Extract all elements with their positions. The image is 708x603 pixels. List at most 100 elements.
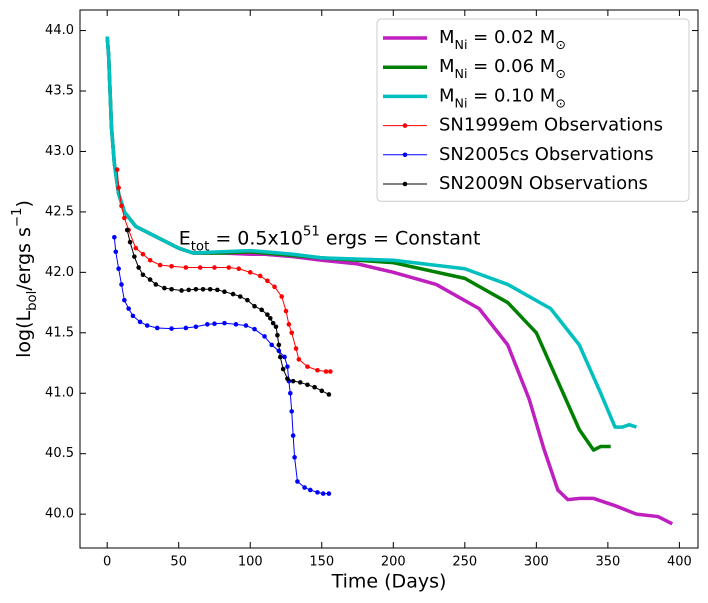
data-point <box>169 326 174 331</box>
data-point <box>169 286 174 292</box>
y-axis-label: log(Lbol/ergs s−1) <box>10 200 40 358</box>
data-point <box>269 342 274 348</box>
data-point <box>233 322 239 327</box>
data-point <box>285 364 290 369</box>
data-point <box>119 282 124 287</box>
y-tick-label: 44.0 <box>45 23 74 38</box>
text-part: SN2005cs Observations <box>439 144 654 165</box>
data-point <box>140 251 146 257</box>
data-point <box>326 491 332 496</box>
data-point <box>236 266 242 272</box>
data-point <box>257 273 263 279</box>
data-point <box>212 321 217 327</box>
subscript: tot <box>191 239 210 254</box>
data-point <box>116 185 121 191</box>
legend-label: MNi = 0.02 M⊙ <box>439 27 566 52</box>
y-tick-label: 43.5 <box>45 84 74 99</box>
data-point <box>267 315 273 321</box>
text-part: M <box>439 85 455 106</box>
data-point <box>137 319 143 325</box>
x-tick-label: 400 <box>667 555 692 570</box>
data-point <box>302 485 307 490</box>
data-point <box>280 366 286 372</box>
superscript: 51 <box>303 224 320 239</box>
data-point <box>136 265 141 270</box>
text-part: E <box>179 227 191 249</box>
data-point <box>207 286 213 292</box>
legend-label: MNi = 0.10 M⊙ <box>439 85 566 110</box>
data-point <box>144 323 150 328</box>
subscript: Ni <box>455 95 468 110</box>
data-point <box>282 354 287 360</box>
data-point <box>305 382 310 388</box>
y-tick-label: 40.0 <box>45 507 74 522</box>
series-line <box>105 36 638 429</box>
data-point <box>230 291 236 297</box>
subscript: ⊙ <box>555 95 566 110</box>
data-point <box>147 277 153 282</box>
subscript: ⊙ <box>555 66 566 81</box>
legend-marker <box>402 181 408 187</box>
y-tick-label: 41.0 <box>45 386 74 401</box>
data-point <box>133 245 139 251</box>
legend-label: SN2009N Observations <box>439 173 648 194</box>
x-tick-label: 250 <box>452 555 477 570</box>
data-point <box>252 326 257 332</box>
data-point <box>122 297 127 303</box>
data-point <box>289 330 295 336</box>
data-point <box>308 487 313 493</box>
data-point <box>298 380 303 385</box>
x-tick-label: 100 <box>238 555 263 570</box>
data-point <box>305 364 310 369</box>
x-axis-label: Time (Days) <box>331 571 447 593</box>
data-point <box>237 294 243 299</box>
data-point <box>259 307 264 313</box>
x-tick-label: 0 <box>103 555 111 570</box>
y-tick-label: 42.5 <box>45 204 74 219</box>
text-part: = 0.10 M <box>467 85 555 106</box>
data-point <box>162 285 167 291</box>
data-point <box>270 320 276 326</box>
x-tick-label: 150 <box>309 555 334 570</box>
text-part: = 0.06 M <box>467 56 555 77</box>
data-point <box>287 390 293 396</box>
subscript: Ni <box>455 37 468 52</box>
data-point <box>212 265 217 270</box>
x-tick-label: 200 <box>381 555 406 570</box>
superscript: −1 <box>10 208 25 228</box>
data-point <box>247 270 253 275</box>
legend-box <box>376 18 690 202</box>
text-part: = 0.02 M <box>467 27 555 48</box>
data-point <box>127 239 133 245</box>
data-point <box>147 257 153 263</box>
data-point <box>197 265 203 270</box>
data-point <box>286 322 292 327</box>
data-point <box>183 265 189 270</box>
data-point <box>323 369 329 374</box>
subscript: ⊙ <box>555 37 566 52</box>
data-point <box>193 286 199 292</box>
subscript: Ni <box>455 66 468 81</box>
data-point <box>222 320 227 326</box>
data-point <box>226 265 232 270</box>
x-tick-label: 350 <box>595 555 620 570</box>
data-point <box>154 325 160 331</box>
text-part: log(L <box>13 310 35 357</box>
data-point <box>292 455 297 460</box>
text-part: SN1999em Observations <box>439 115 663 136</box>
plot-frame <box>79 9 699 549</box>
data-point <box>186 287 192 293</box>
legend-label: SN2005cs Observations <box>439 144 654 165</box>
data-point <box>157 262 163 268</box>
data-point <box>312 384 317 390</box>
data-point <box>130 313 136 319</box>
data-point <box>273 324 279 330</box>
data-point <box>245 297 250 303</box>
data-point <box>200 286 206 292</box>
data-point <box>122 215 127 221</box>
text-part: /ergs s <box>13 227 35 290</box>
data-point <box>140 272 146 278</box>
data-point <box>277 354 283 360</box>
data-point <box>132 254 137 259</box>
